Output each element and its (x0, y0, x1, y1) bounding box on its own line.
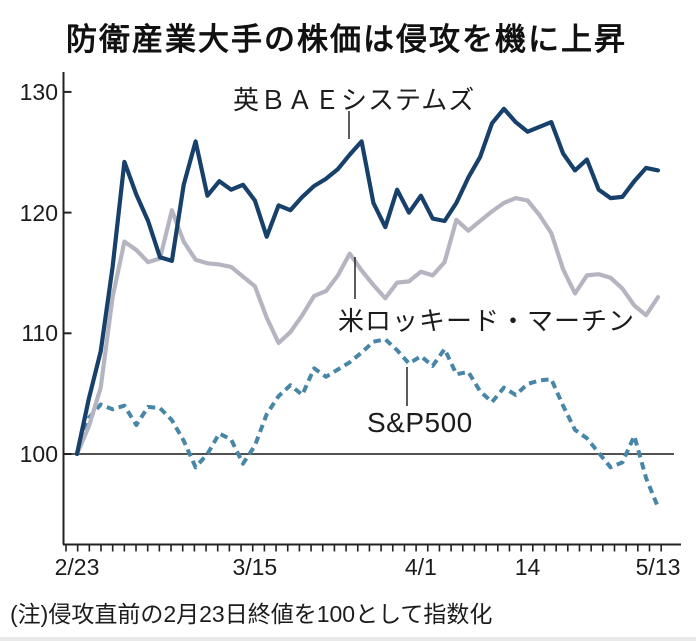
series-label-lockheed-martin: 米ロッキード・マーチン (338, 306, 636, 336)
x-axis-label: 3/15 (232, 554, 278, 580)
chart-title: 防衛産業大手の株価は侵攻を機に上昇 (66, 22, 627, 57)
x-axis-label: 5/13 (635, 554, 681, 580)
y-axis-label: 110 (21, 320, 58, 347)
series-label-bae-systems: 英ＢＡＥシステムズ (233, 85, 476, 115)
y-axis-label: 130 (19, 78, 58, 105)
x-axis-label: 14 (514, 554, 541, 580)
series-label-sp500: S&P500 (367, 407, 473, 438)
series-line-lockheed-martin (74, 196, 661, 457)
y-axis-label: 100 (19, 441, 58, 467)
series-line-sp500 (75, 337, 660, 508)
x-axis-label: 2/23 (54, 554, 100, 580)
x-axis-label: 4/1 (404, 554, 437, 580)
y-axis-label: 120 (19, 199, 58, 226)
series-line-bae-systems (74, 106, 661, 457)
image-bottom-edge (0, 637, 696, 641)
chart-note: (注)侵攻直前の2月23日終値を100として指数化 (10, 601, 493, 627)
